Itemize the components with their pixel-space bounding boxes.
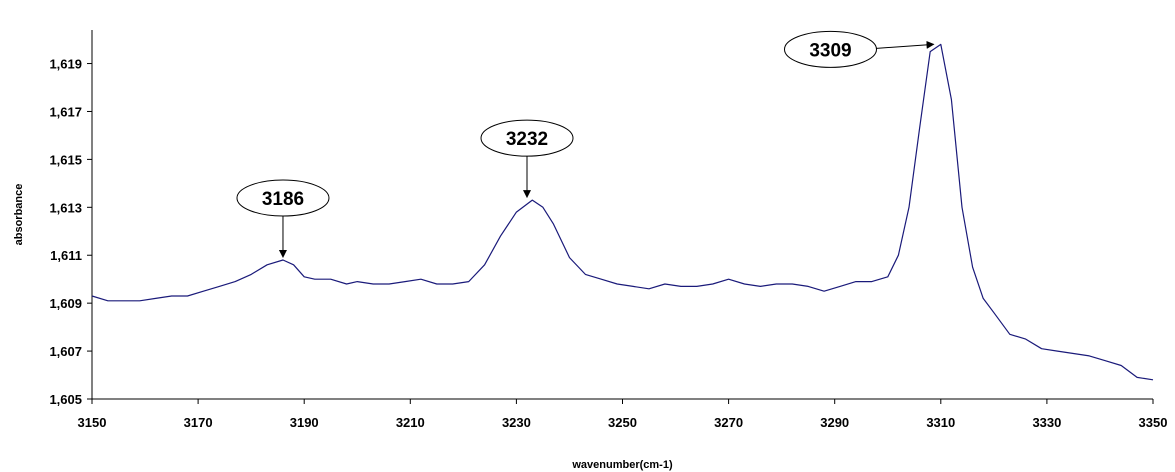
callout-label: 3309: [809, 40, 851, 61]
callout-arrow: [876, 40, 935, 49]
y-tick-label: 1,617: [49, 104, 82, 119]
y-tick-label: 1,609: [49, 296, 82, 311]
series-layer: [91, 43, 1154, 381]
x-tick-label: 3350: [1139, 415, 1168, 430]
y-tick-label: 1,611: [50, 248, 82, 263]
y-axis-title: absorbance: [13, 184, 25, 246]
x-tick-label: 3270: [714, 415, 743, 430]
x-tick-label: 3150: [78, 415, 107, 430]
y-tick-label: 1,607: [49, 344, 82, 359]
callout-bubble: [783, 30, 877, 68]
callout-label: 3186: [262, 189, 304, 210]
x-axis-title: wavenumber(cm-1): [571, 459, 673, 471]
y-tick-label: 1,615: [49, 152, 82, 167]
x-tick-label: 3210: [396, 415, 425, 430]
callout-3309: 3309: [783, 30, 935, 68]
x-tick-label: 3250: [608, 415, 637, 430]
x-tick-label: 3310: [926, 415, 955, 430]
x-tick-label: 3290: [820, 415, 849, 430]
y-axis-ticks: 1,605 1,607 1,609 1,611 1,613 1,615 1,617 1,619: [49, 57, 92, 407]
callout-3232: 3232: [480, 119, 574, 199]
callout-3186: 3186: [236, 179, 330, 259]
x-tick-label: 3190: [290, 415, 319, 430]
y-tick-label: 1,613: [49, 200, 82, 215]
x-tick-label: 3230: [502, 415, 531, 430]
x-tick-label: 3170: [184, 415, 213, 430]
y-tick-label: 1,605: [49, 392, 82, 407]
callout-label: 3232: [506, 129, 548, 150]
spectrum-line: [91, 43, 1154, 381]
y-tick-label: 1,619: [49, 57, 82, 72]
x-tick-label: 3330: [1032, 415, 1061, 430]
axes: [91, 30, 1153, 400]
annotation-callouts: 3186 3232 3309: [236, 30, 935, 259]
x-axis-ticks: 3150 3170 3190 3210 3230 3250 3270 3290 3310 3330…: [78, 399, 1168, 430]
